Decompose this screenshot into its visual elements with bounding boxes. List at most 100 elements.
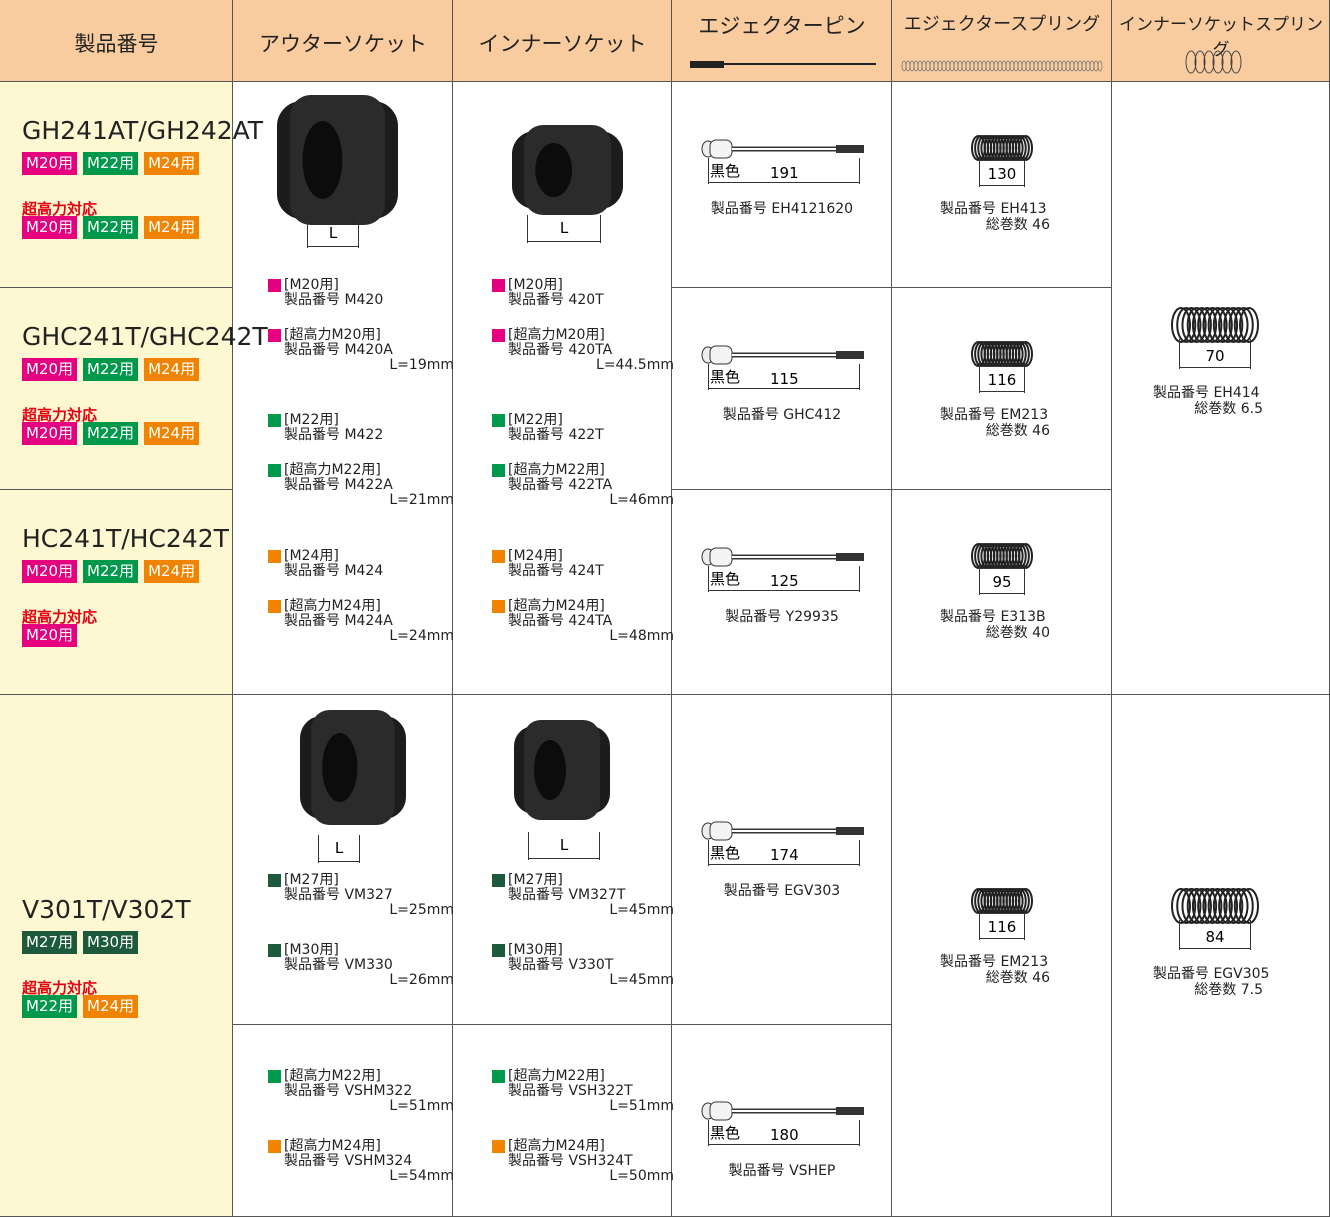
dimension-line [308,246,358,247]
spring-image [971,543,1033,569]
spring-image [971,888,1033,914]
part-number: 製品番号 M422 [284,427,384,443]
cell [892,288,1112,490]
color-marker [492,464,505,477]
pin-color: 黒色 [710,570,741,588]
size-tag: M24用 [144,358,200,381]
total-turns: 総巻数 6.5 [1194,401,1263,417]
total-turns: 総巻数 7.5 [1194,982,1263,998]
spring-length: 130 [987,165,1017,183]
total-turns: 総巻数 46 [985,970,1050,986]
tag-row: M22用 M24用 [22,995,144,1018]
size-tag: M20用 [22,358,78,381]
spring-length: 84 [1205,928,1225,946]
length-text: L=45mm [609,972,674,988]
cell [0,288,233,490]
pin-image [701,547,864,567]
part-number: 製品番号 424T [508,563,604,579]
pin-length: 174 [770,846,799,864]
size-text: [M22用] [508,412,563,428]
high-strength-label: 超高力対応 [22,979,98,997]
length-text: L=44.5mm [596,357,674,373]
size-text: [超高力M24用] [284,598,381,614]
color-marker [268,1070,281,1083]
part-number: 製品番号 VM327T [508,887,626,903]
size-text: [M27用] [508,872,563,888]
dimension: 84 [1179,920,1251,950]
pin-image [701,345,864,365]
part-number: 製品番号 VM330 [284,957,393,973]
part-number: 製品番号 M424 [284,563,384,579]
size-text: [M27用] [284,872,339,888]
size-tag: M20用 [22,560,78,583]
length-text: L=26mm [389,972,454,988]
model-name: GHC241T/GHC242T [22,322,268,351]
part-number: 製品番号 VSHM322 [284,1083,413,1099]
part-number: 製品番号 VM327 [284,887,393,903]
dimension-line [980,185,1024,186]
pin-image [701,821,864,841]
spring-icon [1185,50,1242,74]
size-tag: M22用 [83,560,139,583]
size-text: [M22用] [284,412,339,428]
cell [672,490,892,695]
cell [1112,0,1330,82]
spring-icon [901,60,1103,72]
tag-row: M20用 M22用 M24用 [22,422,205,445]
dimension: L [527,215,601,243]
cell [892,695,1112,1217]
pin-length: 180 [770,1126,799,1144]
cell [233,1025,453,1217]
length-text: L=51mm [609,1098,674,1114]
cell [1112,82,1330,695]
size-tag: M24用 [144,216,200,239]
spring-length: 95 [992,573,1012,591]
size-tag: M22用 [83,358,139,381]
total-turns: 総巻数 46 [985,423,1050,439]
dimension [708,1120,860,1146]
dimension-line [980,391,1024,392]
dimension-line [319,861,359,862]
pin-color: 黒色 [710,368,741,386]
dimension-line [980,938,1024,939]
size-tag: M20用 [22,422,78,445]
size-text: [M20用] [508,277,563,293]
spring-length: 116 [987,918,1017,936]
dimension: 116 [979,363,1025,393]
color-marker [268,600,281,613]
dimension: 95 [979,565,1025,595]
spring-length: 70 [1205,347,1225,365]
color-marker [492,944,505,957]
header-text: エジェクターピン [698,14,866,38]
tag-row: M20用 M22用 M24用 [22,216,205,239]
length-text: L=46mm [609,492,674,508]
dimension: 130 [979,157,1025,187]
dimension-line [709,864,859,865]
size-tag: M20用 [22,152,78,175]
dimension-line [709,182,859,183]
dimension-label: L [334,839,344,857]
part-number: 製品番号 EH414 [1153,385,1260,401]
length-text: L=21mm [389,492,454,508]
tag-row: M20用 M22用 M24用 [22,358,205,381]
dimension-line [709,590,859,591]
part-number: 製品番号 M424A [284,613,393,629]
color-marker [268,550,281,563]
part-number: 製品番号 422T [508,427,604,443]
color-marker [268,944,281,957]
part-number: 製品番号 M422A [284,477,393,493]
pin-length: 191 [770,164,799,182]
color-marker [492,329,505,342]
pin-color: 黒色 [710,844,741,862]
color-marker [492,279,505,292]
dimension-line [528,241,600,242]
dimension [708,840,860,866]
dimension-line [1180,948,1250,949]
dimension [708,364,860,390]
color-marker [492,874,505,887]
size-tag: M22用 [83,216,139,239]
color-marker [492,1070,505,1083]
dimension-line [709,1144,859,1145]
size-tag: M22用 [22,995,78,1018]
part-number: 製品番号 M420A [284,342,393,358]
